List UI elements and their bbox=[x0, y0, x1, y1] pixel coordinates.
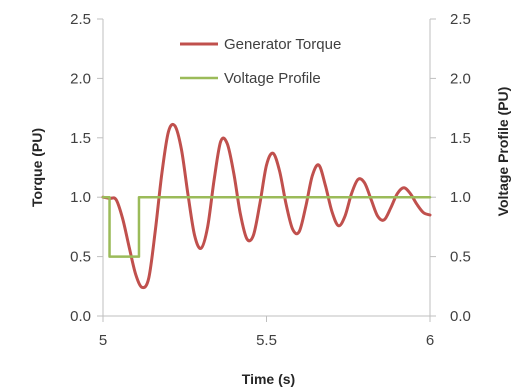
left-y-tick-label: 2.5 bbox=[70, 11, 91, 28]
left-y-tick-label: 0.5 bbox=[70, 249, 91, 266]
right-y-tick-label: 2.0 bbox=[450, 70, 471, 87]
series-line-voltage-profile bbox=[101, 195, 432, 258]
series-line-generator-torque bbox=[101, 122, 432, 290]
right-y-tick-label: 0.5 bbox=[450, 249, 471, 266]
x-tick-label: 6 bbox=[426, 332, 434, 349]
left-y-tick-label: 2.0 bbox=[70, 70, 91, 87]
x-axis-title: Time (s) bbox=[242, 371, 295, 387]
legend-label-generator-torque: Generator Torque bbox=[224, 36, 341, 53]
left-y-axis-title: Torque (PU) bbox=[29, 128, 45, 207]
right-y-axis-title: Voltage Profile (PU) bbox=[495, 87, 511, 217]
right-y-tick-label: 0.0 bbox=[450, 308, 471, 325]
left-y-tick-label: 1.5 bbox=[70, 130, 91, 147]
left-y-tick-label: 0.0 bbox=[70, 308, 91, 325]
right-y-tick-label: 2.5 bbox=[450, 11, 471, 28]
right-y-tick-label: 1.0 bbox=[450, 189, 471, 206]
x-tick-label: 5 bbox=[99, 332, 107, 349]
legend-label-voltage-profile: Voltage Profile bbox=[224, 70, 321, 87]
right-y-tick-label: 1.5 bbox=[450, 130, 471, 147]
left-y-tick-label: 1.0 bbox=[70, 189, 91, 206]
x-tick-label: 5.5 bbox=[256, 332, 277, 349]
